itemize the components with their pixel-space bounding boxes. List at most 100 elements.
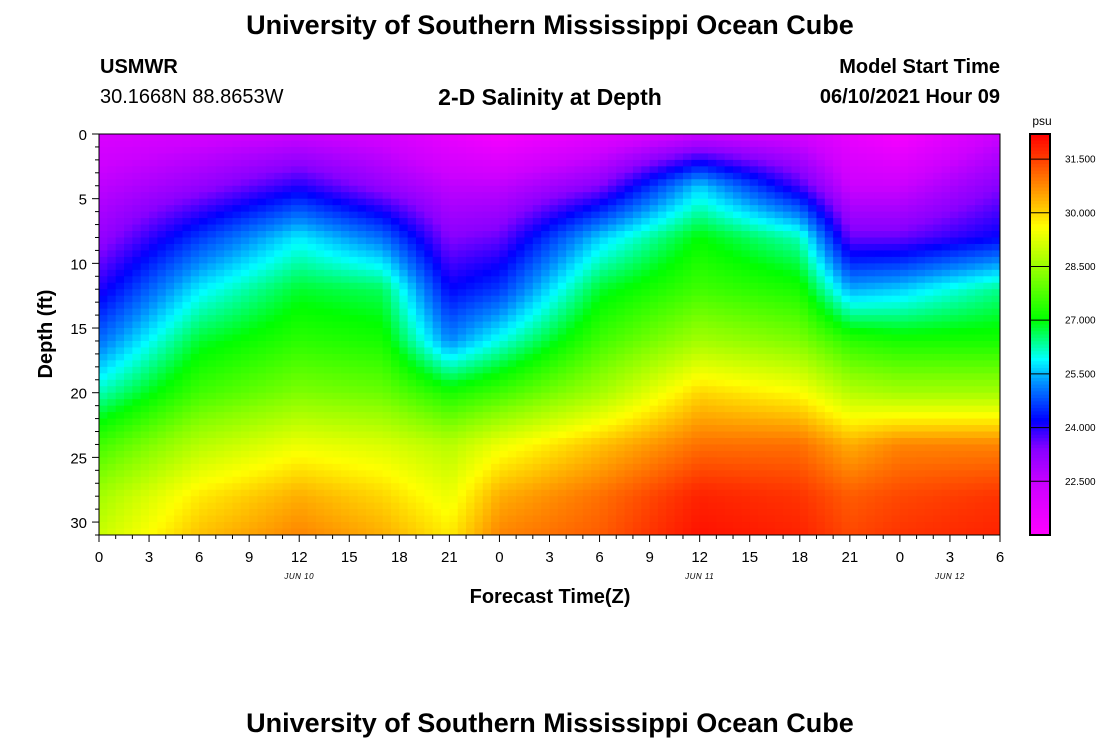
heatmap-cell [607,166,617,174]
heatmap-cell [758,405,767,413]
heatmap-cell [482,502,492,510]
heatmap-cell [541,198,551,206]
heatmap-cell [340,373,350,381]
heatmap-cell [708,315,717,323]
heatmap-cell [132,489,142,497]
heatmap-cell [624,450,634,458]
heatmap-cell [674,353,684,361]
heatmap-cell [324,302,334,310]
heatmap-cell [290,444,300,452]
heatmap-cell [124,250,133,258]
heatmap-cell [182,263,192,271]
heatmap-cell [107,347,117,355]
heatmap-cell [249,302,259,310]
heatmap-cell [641,153,651,161]
heatmap-cell [616,418,626,426]
heatmap-cell [165,496,175,504]
heatmap-cell [749,295,759,303]
heatmap-cell [299,528,309,535]
heatmap-cell [591,373,601,381]
heatmap-cell [524,243,534,252]
heatmap-cell [449,418,459,426]
heatmap-cell [716,172,726,180]
heatmap-cell [749,231,759,239]
heatmap-cell [274,437,284,446]
heatmap-cell [708,276,717,284]
heatmap-cell [240,425,250,433]
heatmap-cell [274,476,284,484]
heatmap-cell [674,340,684,349]
heatmap-cell [374,218,384,226]
heatmap-cell [399,192,409,200]
heatmap-cell [115,172,125,180]
heatmap-cell [641,218,651,226]
heatmap-cell [624,140,634,148]
heatmap-cell [566,276,576,284]
heatmap-cell [499,360,509,368]
heatmap-cell [716,243,726,252]
heatmap-cell [474,509,484,517]
heatmap-cell [449,321,459,329]
heatmap-cell [716,166,726,174]
heatmap-cell [516,198,526,206]
heatmap-cell [649,218,659,226]
heatmap-cell [374,282,384,290]
heatmap-cell [741,237,751,245]
heatmap-cell [182,198,192,206]
heatmap-cell [549,315,559,323]
heatmap-cell [466,198,476,206]
heatmap-cell [190,328,200,336]
heatmap-cell [457,399,467,407]
heatmap-cell [340,457,350,465]
heatmap-cell [340,179,350,187]
heatmap-cell [382,457,392,465]
heatmap-cell [132,425,142,433]
heatmap-cell [499,470,509,478]
heatmap-cell [149,218,158,226]
heatmap-cell [307,295,317,303]
heatmap-cell [215,373,225,381]
heatmap-cell [315,146,325,155]
heatmap-cell [699,483,709,491]
heatmap-cell [591,140,601,148]
heatmap-cell [365,515,375,523]
heatmap-cell [232,295,242,303]
heatmap-cell [249,269,259,277]
heatmap-cell [365,256,375,264]
heatmap-cell [165,463,175,471]
heatmap-cell [157,231,167,239]
heatmap-cell [232,509,242,517]
heatmap-cell [466,328,476,336]
heatmap-cell [115,302,125,310]
heatmap-cell [507,205,517,213]
heatmap-cell [424,489,434,497]
heatmap-cell [174,166,184,174]
heatmap-cell [332,483,342,491]
heatmap-cell [282,405,292,413]
heatmap-cell [599,140,609,148]
heatmap-cell [124,243,133,252]
heatmap-cell [441,347,450,355]
heatmap-cell [290,134,300,142]
heatmap-cell [174,366,184,374]
heatmap-cell [549,502,559,510]
heatmap-cell [382,282,392,290]
heatmap-cell [682,276,692,284]
heatmap-cell [466,425,476,433]
heatmap-cell [416,476,425,484]
heatmap-cell [274,379,284,387]
heatmap-cell [666,412,676,420]
heatmap-cell [124,392,133,400]
heatmap-cell [399,269,409,277]
heatmap-cell [758,231,767,239]
heatmap-cell [432,218,442,226]
heatmap-cell [232,192,242,200]
heatmap-cell [699,496,709,504]
heatmap-cell [499,256,509,264]
heatmap-cell [532,399,542,407]
heatmap-cell [182,457,192,465]
heatmap-cell [416,392,425,400]
heatmap-cell [607,172,617,180]
heatmap-cell [374,450,384,458]
heatmap-cell [766,276,776,284]
